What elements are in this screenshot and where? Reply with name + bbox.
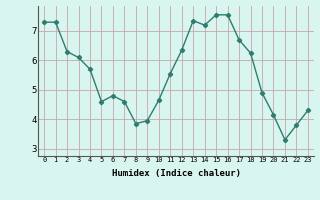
X-axis label: Humidex (Indice chaleur): Humidex (Indice chaleur)	[111, 169, 241, 178]
